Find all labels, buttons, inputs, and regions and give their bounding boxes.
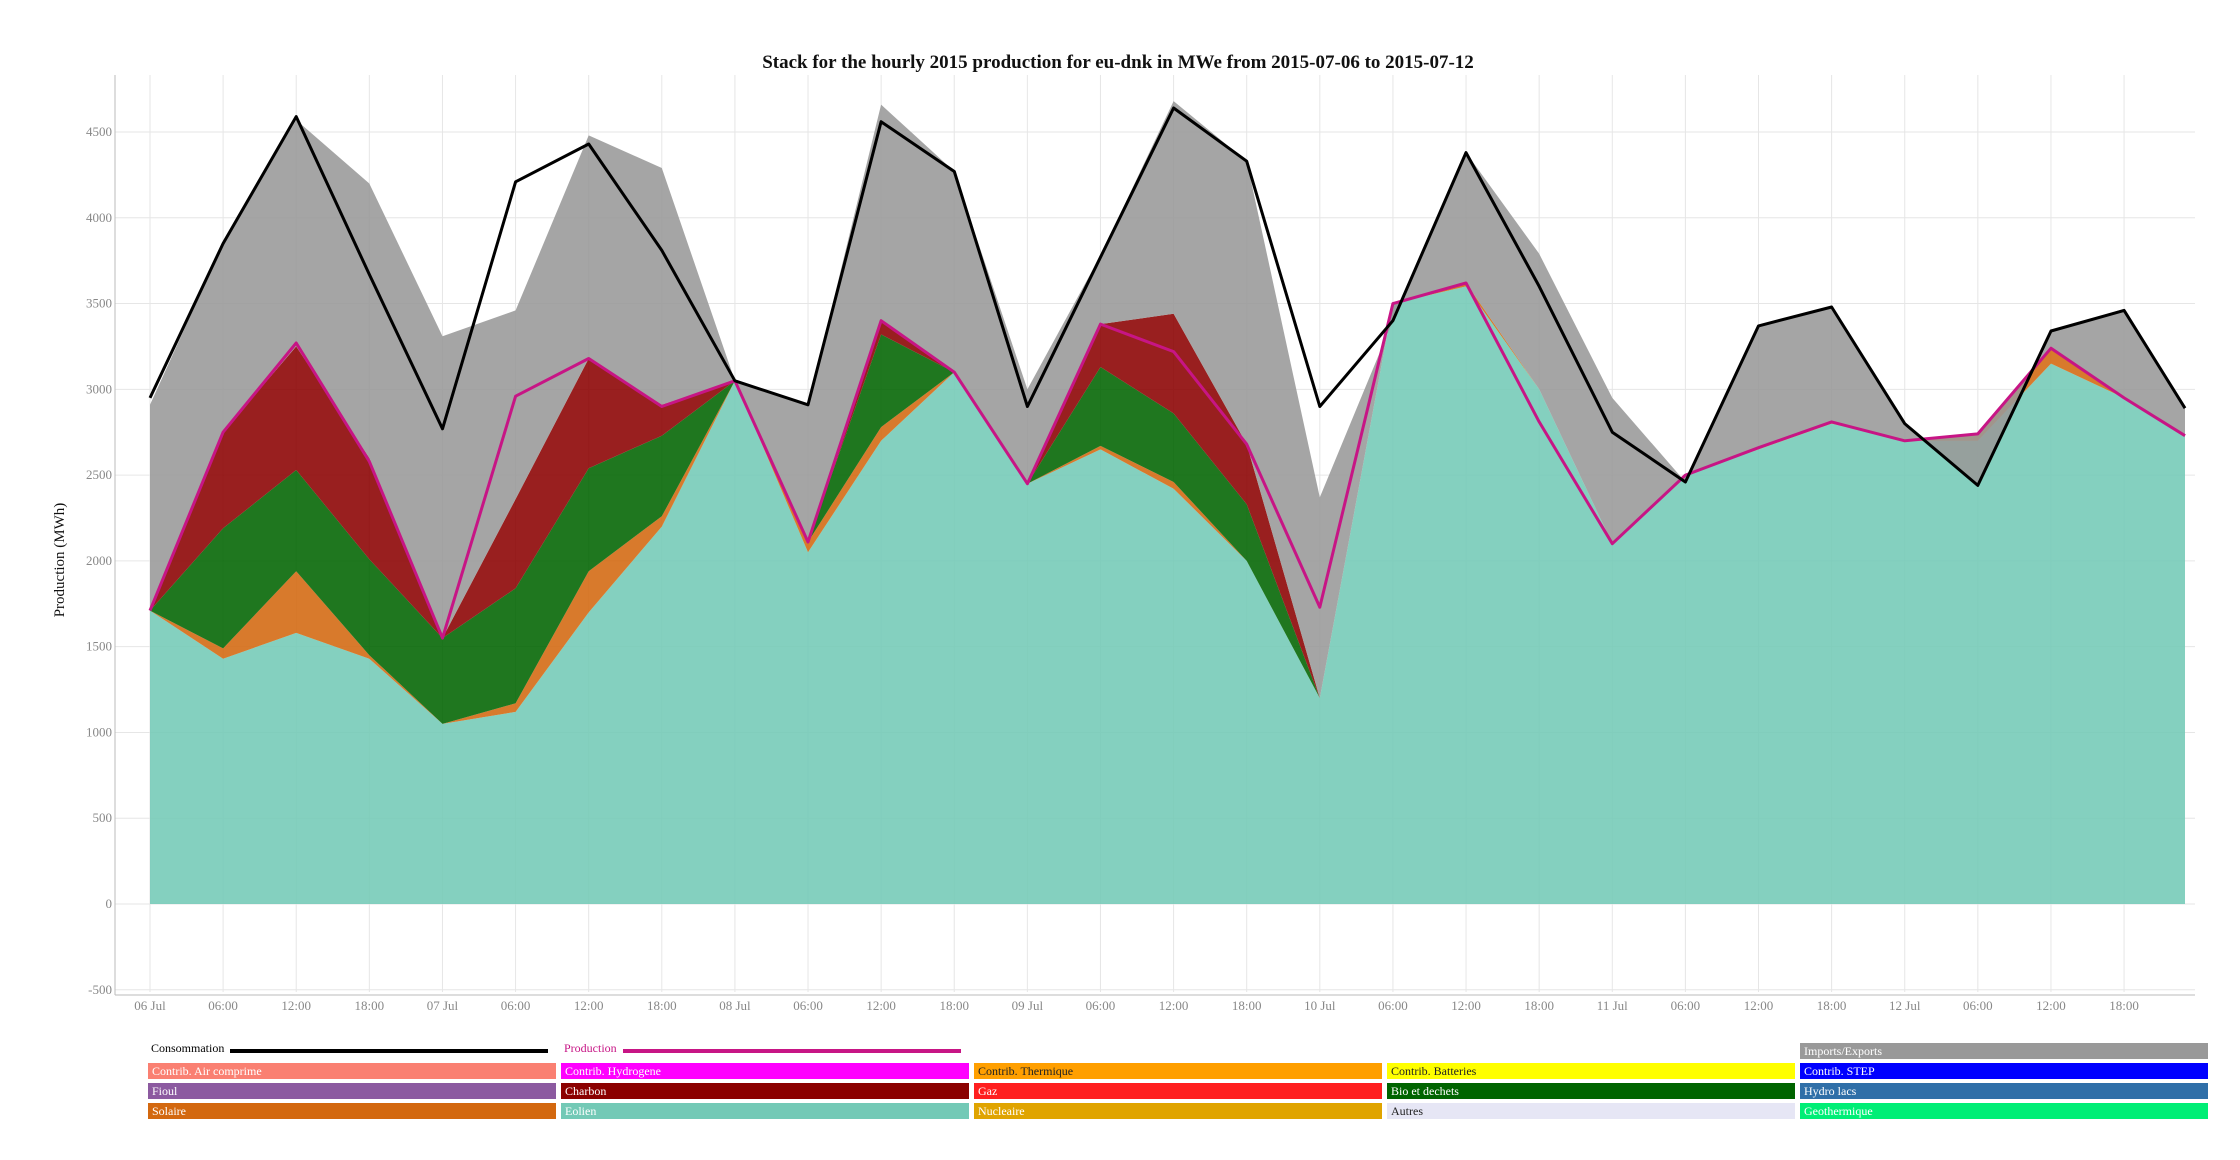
- x-tick-label: 10 Jul: [1304, 998, 1336, 1013]
- legend-label-geothermique: Geothermique: [1804, 1104, 1873, 1118]
- legend-label-contrib-thermique: Contrib. Thermique: [978, 1064, 1073, 1078]
- y-tick-label: 4000: [86, 210, 112, 225]
- x-tick-label: 11 Jul: [1597, 998, 1628, 1013]
- x-tick-label: 06:00: [793, 998, 823, 1013]
- y-axis-label: Production (MWh): [52, 503, 68, 618]
- y-tick-label: 2500: [86, 467, 112, 482]
- x-tick-label: 18:00: [647, 998, 677, 1013]
- legend-label-contrib-air-comprime: Contrib. Air comprime: [152, 1064, 262, 1078]
- y-tick-label: 2000: [86, 553, 112, 568]
- legend-label-solaire: Solaire: [152, 1104, 186, 1118]
- y-tick-label: 4500: [86, 124, 112, 139]
- legend-label-contrib-step: Contrib. STEP: [1804, 1064, 1875, 1078]
- stacked-areas: [150, 101, 2185, 904]
- x-tick-label: 06:00: [1378, 998, 1408, 1013]
- x-tick-label: 12 Jul: [1889, 998, 1921, 1013]
- x-tick-label: 06:00: [1671, 998, 1701, 1013]
- legend-label-charbon: Charbon: [565, 1084, 606, 1098]
- legend-swatch-contrib-thermique: [974, 1063, 1382, 1079]
- x-tick-label: 06:00: [1086, 998, 1116, 1013]
- legend-swatch-contrib-hydrogene: [561, 1063, 969, 1079]
- y-tick-label: 1500: [86, 639, 112, 654]
- chart-title: Stack for the hourly 2015 production for…: [762, 52, 1474, 73]
- legend-swatch-imports-exports: [1800, 1043, 2208, 1059]
- y-tick-label: 500: [93, 810, 113, 825]
- x-tick-label: 08 Jul: [719, 998, 751, 1013]
- x-tick-label: 18:00: [1817, 998, 1847, 1013]
- x-tick-label: 12:00: [866, 998, 896, 1013]
- x-tick-label: 18:00: [355, 998, 385, 1013]
- legend-swatch-contrib-batteries: [1387, 1063, 1795, 1079]
- legend-swatch-geothermique: [1800, 1103, 2208, 1119]
- legend-label-autres: Autres: [1391, 1104, 1423, 1118]
- legend-label-fioul: Fioul: [152, 1084, 178, 1098]
- x-tick-label: 09 Jul: [1012, 998, 1044, 1013]
- legend-label-nucleaire: Nucleaire: [978, 1104, 1025, 1118]
- legend-swatch-nucleaire: [974, 1103, 1382, 1119]
- legend-label-production: Production: [564, 1041, 617, 1055]
- x-tick-label: 06:00: [501, 998, 531, 1013]
- axes: -500 0 500 1000 1500 2000 2500 3000 3500 4000 4500…: [86, 75, 2195, 1013]
- y-tick-label: 0: [106, 896, 113, 911]
- line-consommation: [148, 106, 2187, 487]
- legend-label-bio-et-dechets: Bio et dechets: [1391, 1084, 1459, 1098]
- legend-label-gaz: Gaz: [978, 1084, 997, 1098]
- legend-label-hydro-lacs: Hydro lacs: [1804, 1084, 1857, 1098]
- x-tick-label: 07 Jul: [427, 998, 459, 1013]
- x-tick-label: 18:00: [939, 998, 969, 1013]
- x-tick-label: 12:00: [1744, 998, 1774, 1013]
- y-tick-label: 3500: [86, 296, 112, 311]
- legend-swatch-solaire: [148, 1103, 556, 1119]
- area-eolien: [150, 286, 2185, 904]
- y-tick-label: 3000: [86, 381, 112, 396]
- legend-label-contrib-batteries: Contrib. Batteries: [1391, 1064, 1477, 1078]
- x-tick-label: 12:00: [1159, 998, 1189, 1013]
- y-tick-label: 1000: [86, 724, 112, 739]
- x-tick-label: 12:00: [1451, 998, 1481, 1013]
- area-imports-exports: [150, 101, 2185, 699]
- legend-label-contrib-hydrogene: Contrib. Hydrogene: [565, 1064, 661, 1078]
- x-tick-label: 12:00: [2036, 998, 2066, 1013]
- series-lines: [148, 106, 2187, 640]
- legend-swatch-autres: [1387, 1103, 1795, 1119]
- legend-swatch-eolien: [561, 1103, 969, 1119]
- legend-swatch-charbon: [561, 1083, 969, 1099]
- legend-swatch-gaz: [974, 1083, 1382, 1099]
- legend: Consommation Production Imports/Exports Con…: [148, 1041, 2208, 1119]
- legend-label-imports-exports: Imports/Exports: [1804, 1044, 1882, 1058]
- line-production: [148, 281, 2186, 640]
- legend-swatch-fioul: [148, 1083, 556, 1099]
- x-tick-label: 06:00: [208, 998, 238, 1013]
- x-tick-label: 06 Jul: [134, 998, 166, 1013]
- legend-swatch-contrib-air-comprime: [148, 1063, 556, 1079]
- x-tick-label: 12:00: [574, 998, 604, 1013]
- legend-swatch-hydro-lacs: [1800, 1083, 2208, 1099]
- x-tick-label: 18:00: [1232, 998, 1262, 1013]
- x-tick-label: 06:00: [1963, 998, 1993, 1013]
- x-tick-label: 18:00: [1524, 998, 1554, 1013]
- y-tick-label: -500: [88, 982, 112, 997]
- legend-label-consommation: Consommation: [151, 1041, 224, 1055]
- x-tick-label: 18:00: [2109, 998, 2139, 1013]
- x-tick-label: 12:00: [281, 998, 311, 1013]
- legend-label-eolien: Eolien: [565, 1104, 596, 1118]
- legend-swatch-contrib-step: [1800, 1063, 2208, 1079]
- legend-swatch-bio-et-dechets: [1387, 1083, 1795, 1099]
- area-charbon: [150, 283, 2185, 699]
